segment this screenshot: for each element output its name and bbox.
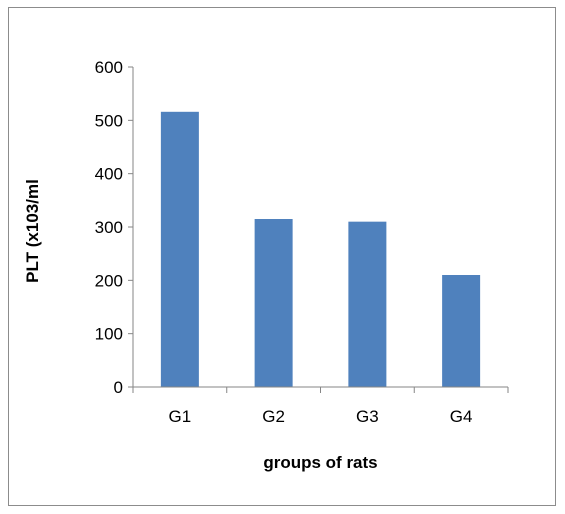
x-tick-label: G4 [450,407,473,426]
x-tick-label: G2 [262,407,285,426]
y-axis-ticks: 0 100 200 300 400 500 600 [95,58,133,397]
bar-g1 [160,111,199,388]
bar-g2 [254,219,293,387]
y-tick-label: 0 [114,378,123,397]
y-tick-label: 300 [95,218,123,237]
y-tick-label: 200 [95,271,123,290]
y-tick-label: 500 [95,111,123,130]
bars [160,111,481,388]
x-axis-ticks: G1 G2 G3 G4 [132,387,509,426]
x-tick-label: G3 [356,407,379,426]
y-tick-label: 100 [95,325,123,344]
x-tick-label: G1 [169,407,192,426]
x-axis-title: groups of rats [263,453,377,472]
bar-g4 [442,275,481,387]
y-tick-label: 600 [95,58,123,77]
y-tick-label: 400 [95,165,123,184]
y-axis-title: PLT (x103/ml [23,179,42,283]
bar-g3 [348,221,387,387]
